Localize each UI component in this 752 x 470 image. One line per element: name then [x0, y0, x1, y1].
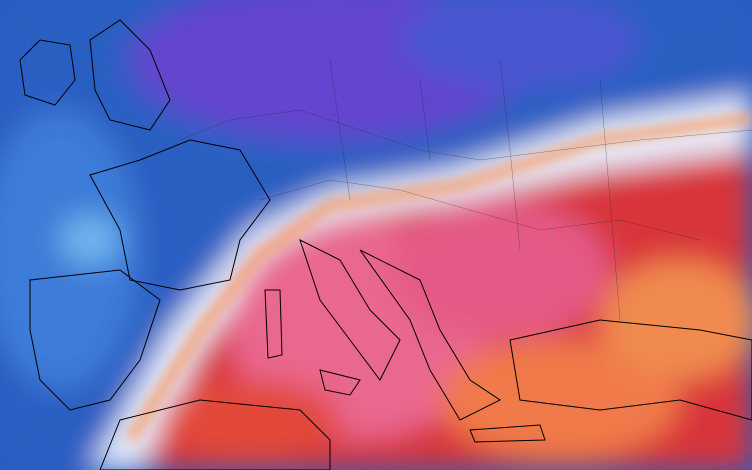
hot-area	[160, 380, 340, 460]
hot-area	[600, 260, 752, 380]
border	[259, 179, 701, 241]
front-edge	[125, 113, 752, 443]
coastline	[264, 289, 283, 359]
ocean-light	[60, 215, 120, 265]
coastline	[509, 319, 752, 421]
warm-core	[390, 200, 610, 340]
coastline	[89, 139, 271, 291]
border	[329, 59, 621, 321]
coastline	[359, 249, 501, 421]
border	[179, 109, 752, 161]
coastline	[319, 369, 361, 396]
hot-area	[440, 340, 680, 460]
coastlines	[19, 19, 752, 470]
coastline	[99, 399, 331, 470]
coastline	[469, 424, 546, 443]
borders	[179, 59, 752, 321]
front-warm-edge	[125, 113, 752, 443]
coastline	[89, 19, 171, 131]
coastline	[19, 39, 76, 106]
coastline	[29, 269, 161, 411]
coastline	[299, 239, 401, 381]
cold-area	[400, 0, 640, 90]
